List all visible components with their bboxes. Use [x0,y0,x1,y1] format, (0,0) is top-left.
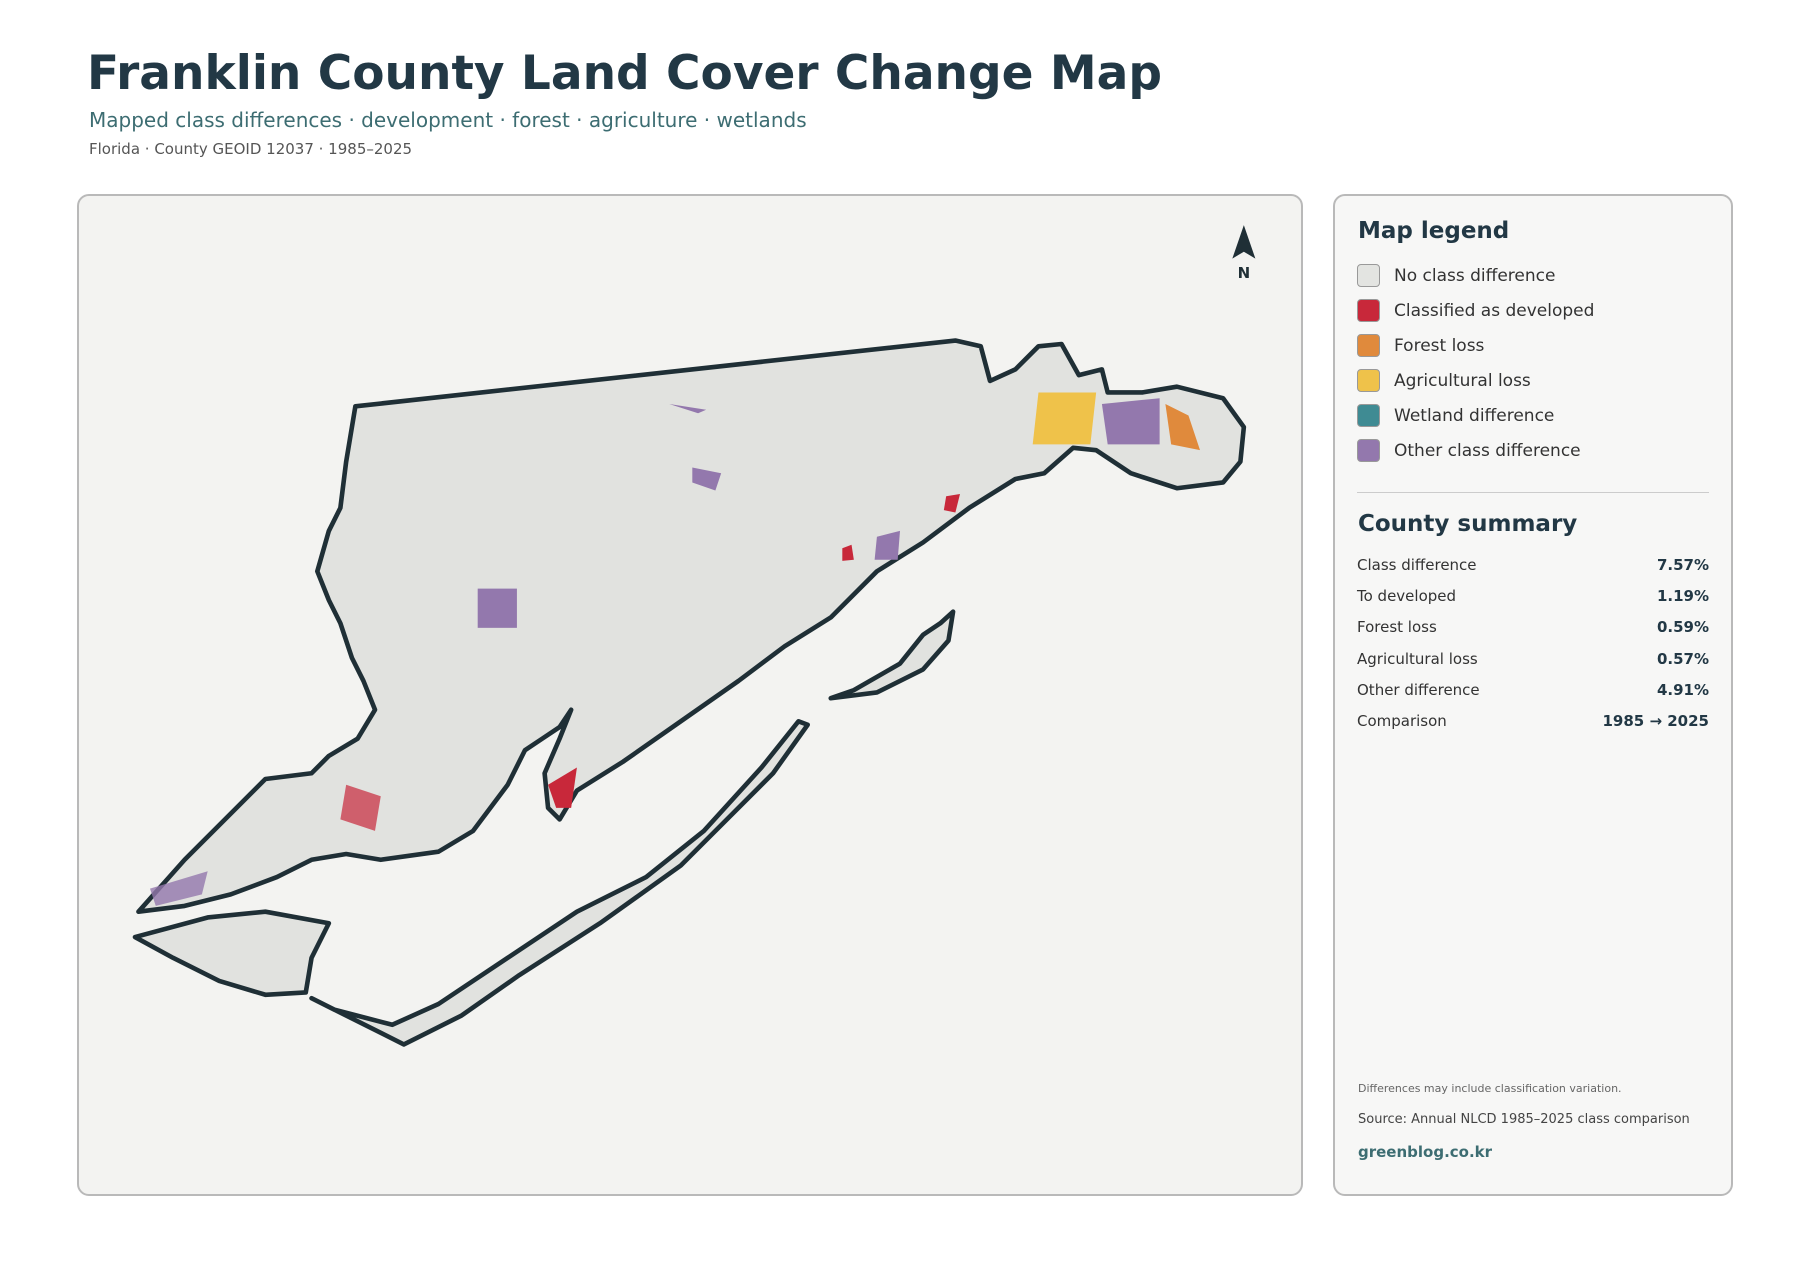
summary-value: 0.57% [1656,649,1709,668]
legend-label: Forest loss [1394,336,1485,356]
county-mainland [136,338,1247,914]
dog-island [828,609,956,701]
summary-title: County summary [1358,511,1578,537]
summary-value: 0.59% [1656,618,1709,637]
divider [1357,492,1709,493]
legend-title: Map legend [1358,218,1510,244]
legend-item: No class difference [1357,264,1717,292]
legend-item: Forest loss [1357,334,1717,362]
patch [1101,398,1160,445]
legend-label: No class difference [1394,266,1556,286]
patch [874,530,900,560]
legend-swatch [1357,404,1380,427]
patch [548,767,577,808]
legend-swatch [1357,264,1380,287]
summary-value: 4.91% [1656,680,1709,699]
summary-label: To developed [1357,587,1457,606]
legend-label: Classified as developed [1394,301,1595,321]
change-patches [150,392,1200,906]
st-vincent-island [132,909,332,998]
summary-row: Class difference 7.57% [1357,556,1709,574]
summary-label: Other difference [1357,680,1480,699]
patch [340,784,381,831]
summary-label: Comparison [1357,712,1447,730]
summary-label: Agricultural loss [1357,649,1478,668]
patch [943,494,960,513]
summary-row: Forest loss 0.59% [1357,618,1709,636]
summary-row: Agricultural loss 0.57% [1357,650,1709,668]
legend-label: Agricultural loss [1394,371,1531,391]
legend-item: Other class difference [1357,439,1717,467]
patch [842,544,854,561]
subtitle: Mapped class differences · development ·… [89,108,807,132]
legend-swatch [1357,439,1380,462]
legend-label: Other class difference [1394,441,1581,461]
north-arrow [1232,225,1256,259]
legend-item: Classified as developed [1357,299,1717,327]
summary-label: Class difference [1357,556,1477,574]
summary-value: 1985 → 2025 [1602,712,1709,730]
st-george-island [309,719,810,1047]
patch [692,467,722,491]
summary-row: To developed 1.19% [1357,587,1709,605]
side-panel: Map legend No class difference Classified… [1333,194,1733,1196]
north-label: N [1238,264,1251,282]
site: greenblog.co.kr [1358,1143,1493,1161]
patch [669,404,707,414]
patch [150,871,208,906]
patch [1032,392,1097,445]
note: Differences may include classification v… [1358,1082,1622,1095]
summary-value: 1.19% [1656,587,1709,606]
legend-item: Agricultural loss [1357,369,1717,397]
legend-label: Wetland difference [1394,406,1555,426]
patch [1165,404,1200,451]
summary-row: Other difference 4.91% [1357,681,1709,699]
legend-item: Wetland difference [1357,404,1717,432]
patch [477,588,517,628]
summary-value: 7.57% [1656,556,1709,574]
legend-swatch [1357,369,1380,392]
summary-label: Forest loss [1357,618,1437,637]
legend-swatch [1357,299,1380,322]
summary-row: Comparison 1985 → 2025 [1357,712,1709,730]
source: Source: Annual NLCD 1985–2025 class comp… [1358,1112,1690,1127]
title: Franklin County Land Cover Change Map [87,46,1163,101]
legend-swatch [1357,334,1380,357]
meta: Florida · County GEOID 12037 · 1985–2025 [89,140,413,158]
